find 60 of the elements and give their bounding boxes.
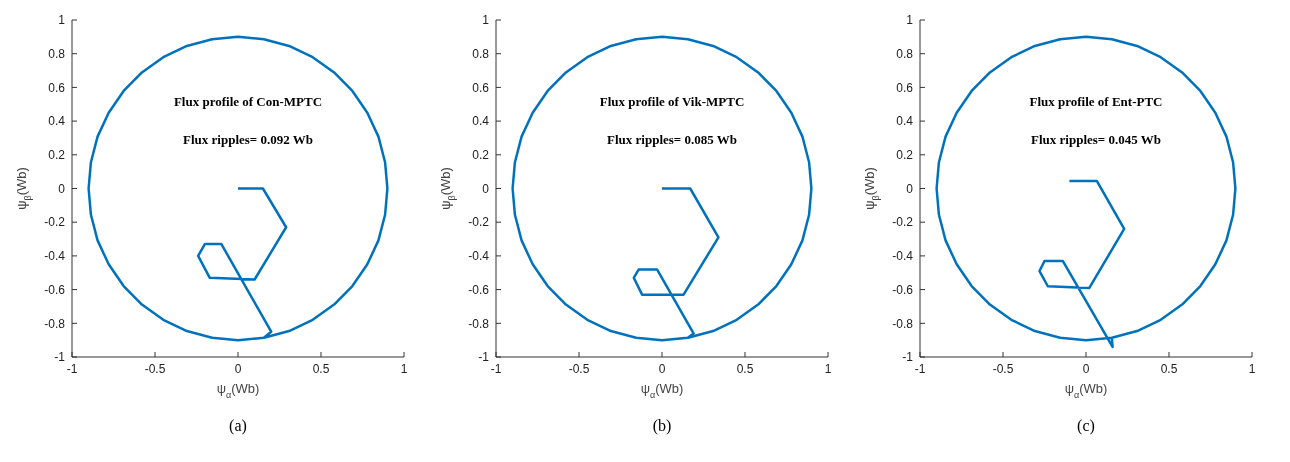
y-tick-label: 0.2 xyxy=(472,148,490,163)
y-tick-label: 0.2 xyxy=(896,148,914,163)
text: Flux profile of Ent-PTC xyxy=(1028,94,1164,110)
y-tick-label: 0.6 xyxy=(472,80,490,95)
y-tick-label: 0.8 xyxy=(48,46,66,61)
y-tick-label: -1 xyxy=(902,350,914,365)
x-tick-label: 0.5 xyxy=(736,361,754,376)
x-tick-label: -0.5 xyxy=(568,361,590,376)
y-tick-label: 0 xyxy=(906,181,914,196)
y-tick-label: -0.6 xyxy=(892,282,914,297)
y-tick-label: -0.2 xyxy=(44,215,66,230)
text: Flux profile of Vik-MPTC xyxy=(598,94,746,110)
y-tick-label: -0.6 xyxy=(44,282,66,297)
x-tick-label: -0.5 xyxy=(144,361,166,376)
y-tick-label: 0.4 xyxy=(896,114,914,129)
y-tick-label: -0.4 xyxy=(468,249,490,264)
line-series xyxy=(87,35,389,342)
y-tick-label: 0.8 xyxy=(472,46,490,61)
y-tick-label: 0 xyxy=(482,181,490,196)
y-tick-label: 0.4 xyxy=(472,114,490,129)
x-tick-label: 1 xyxy=(1248,361,1256,376)
x-tick-label: 0 xyxy=(658,361,666,376)
text: (a) xyxy=(228,417,248,435)
y-tick-label: -0.2 xyxy=(468,215,490,230)
y-tick-label: 0.6 xyxy=(48,80,66,95)
x-axis-title: ψ$_{α}$(Wb) xyxy=(640,381,684,400)
x-tick-label: 0.5 xyxy=(312,361,330,376)
text: Flux ripples= 0.092 Wb xyxy=(182,132,314,148)
text: Flux ripples= 0.085 Wb xyxy=(606,132,738,148)
text: (b) xyxy=(651,417,673,435)
y-tick-label: -0.8 xyxy=(44,316,66,331)
y-tick-label: 0.8 xyxy=(896,46,914,61)
y-tick-label: 0.2 xyxy=(48,148,66,163)
x-axis-title: ψ$_{α}$(Wb) xyxy=(216,381,260,400)
y-tick-label: 1 xyxy=(482,13,490,28)
y-tick-label: -0.2 xyxy=(892,215,914,230)
x-tick-label: 1 xyxy=(400,361,408,376)
y-tick-label: 0.6 xyxy=(896,80,914,95)
y-tick-label: -0.4 xyxy=(44,249,66,264)
y-tick-label: -0.6 xyxy=(468,282,490,297)
y-tick-label: 0 xyxy=(58,181,66,196)
text: (c) xyxy=(1076,417,1096,435)
y-tick-label: -1 xyxy=(54,350,66,365)
x-tick-label: 0 xyxy=(234,361,242,376)
text: Flux profile of Con-MPTC xyxy=(172,94,324,110)
y-tick-label: -0.8 xyxy=(892,316,914,331)
x-tick-label: 0 xyxy=(1082,361,1090,376)
y-tick-label: -0.8 xyxy=(468,316,490,331)
x-tick-label: 0.5 xyxy=(1160,361,1178,376)
y-tick-label: -1 xyxy=(478,350,490,365)
text: Flux ripples= 0.045 Wb xyxy=(1030,132,1162,148)
y-tick-label: 1 xyxy=(906,13,914,28)
x-tick-label: 1 xyxy=(824,361,832,376)
line-series xyxy=(511,35,813,342)
y-tick-label: 0.4 xyxy=(48,114,66,129)
y-tick-label: -0.4 xyxy=(892,249,914,264)
x-tick-label: -0.5 xyxy=(992,361,1014,376)
line-series xyxy=(935,35,1237,349)
y-tick-label: 1 xyxy=(58,13,66,28)
x-axis-title: ψ$_{α}$(Wb) xyxy=(1064,381,1108,400)
